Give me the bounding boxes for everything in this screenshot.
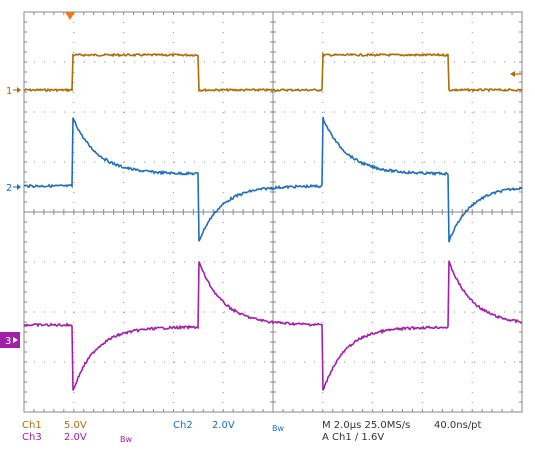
ch1-ground-marker[interactable]: 1 (6, 86, 21, 97)
ch2-scale[interactable]: 2.0V (212, 420, 235, 431)
trigger-readout[interactable]: A Ch1 ∕ 1.6V (322, 432, 385, 443)
ch3-trace (23, 260, 523, 391)
ch3-label: Ch3 (22, 432, 42, 443)
ch3-scale[interactable]: 2.0V (64, 432, 87, 443)
ch2-marker-label: 2 (6, 183, 12, 194)
ch3-marker-label: 3 (5, 336, 11, 347)
ch2-trace (23, 116, 523, 243)
status-bar: Ch1 5.0V Ch2 2.0V Bw M 2.0µs 25.0MS/s 40… (0, 414, 535, 454)
ch1-trace (23, 51, 523, 93)
ch3-ground-marker[interactable]: 3 (0, 332, 20, 348)
ch1-marker-label: 1 (6, 86, 12, 97)
waveform-traces (23, 51, 523, 391)
trigger-position-marker[interactable] (65, 12, 75, 20)
ch2-bandwidth-limit: Bw (272, 424, 285, 433)
ch2-ground-marker[interactable]: 2 (6, 183, 21, 194)
ch3-bandwidth-limit: Bw (120, 435, 133, 444)
trigger-level-arrow[interactable] (510, 71, 522, 77)
ch1-label: Ch1 (22, 420, 42, 431)
ch1-scale[interactable]: 5.0V (64, 420, 87, 431)
graticule (23, 11, 523, 413)
ch2-label: Ch2 (173, 420, 193, 431)
timebase-readout[interactable]: M 2.0µs 25.0MS/s (322, 420, 411, 431)
record-resolution: 40.0ns/pt (434, 420, 482, 431)
